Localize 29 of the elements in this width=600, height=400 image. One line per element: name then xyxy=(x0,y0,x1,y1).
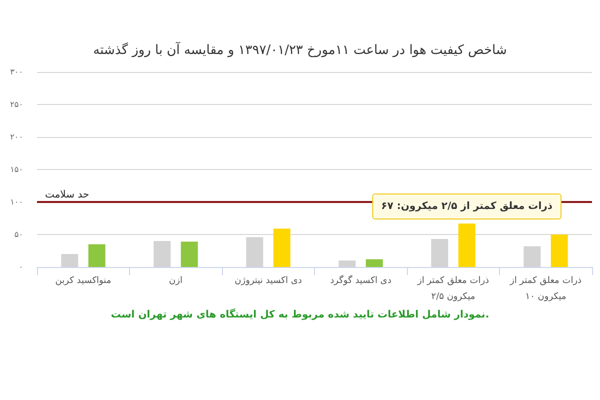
y-tick-label: ۱۵۰ xyxy=(10,165,23,174)
y-tick-label: ۳۰۰ xyxy=(10,68,23,76)
ref-line-label: حد سلامت xyxy=(45,190,90,200)
bar xyxy=(338,260,356,267)
y-tick-label: ۲۵۰ xyxy=(10,100,23,109)
bar xyxy=(88,244,106,267)
text: نمودار شامل اطلاعات تایید شده مربوط به کل ایستگاه های شهر تهران است. xyxy=(110,308,490,320)
bar xyxy=(431,239,448,267)
bar xyxy=(458,223,476,267)
bar xyxy=(273,228,290,267)
x-tick-label: ازن xyxy=(169,276,182,286)
x-tick-label: ذرات معلق کمتر از ۱۰ میکرون xyxy=(508,276,582,302)
x-tick-label: منواکسید کربن xyxy=(55,276,112,286)
bar xyxy=(154,241,171,267)
bar xyxy=(366,259,383,267)
x-tick-label: دی اکسید گوگرد xyxy=(330,274,392,286)
chart-title: شاخص کیفیت هوا در ساعت ۱۱مورخ ۱۳۹۷/۰۱/۲۳ و مقایسه آن با روز گذشته xyxy=(93,41,507,58)
x-tick-label: ذرات معلق کمتر از ۲/۵ میکرون xyxy=(416,276,490,302)
data-label: ذرات معلق کمتر از ۲/۵ میکرون: ۶۷ xyxy=(381,200,553,212)
bar xyxy=(180,242,198,267)
bar xyxy=(524,246,541,267)
bar xyxy=(246,237,264,267)
bar xyxy=(61,254,78,267)
y-tick-label: ۰ xyxy=(18,262,23,272)
x-tick-label: دی اکسید نیتروژن xyxy=(234,276,302,286)
y-tick-label: ۵۰ xyxy=(14,230,23,239)
y-tick-label: ۱۰۰ xyxy=(10,198,23,206)
y-tick-label: ۲۰۰ xyxy=(10,132,23,142)
bar xyxy=(550,234,568,267)
